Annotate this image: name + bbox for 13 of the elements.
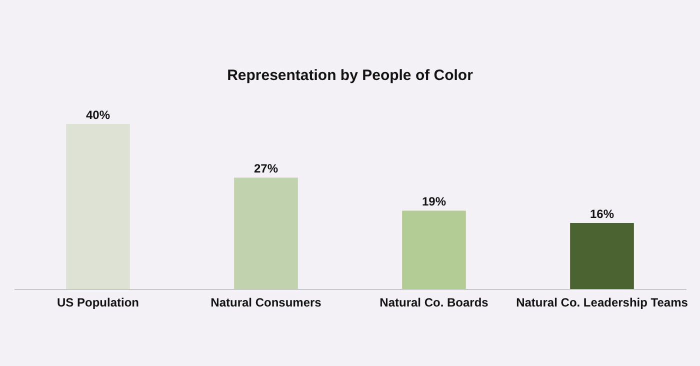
data-label: 40% bbox=[86, 108, 110, 122]
x-tick-label: Natural Co. Leadership Teams bbox=[516, 296, 688, 310]
data-label: 27% bbox=[254, 162, 278, 176]
data-label: 16% bbox=[590, 207, 614, 221]
bar bbox=[234, 178, 298, 289]
x-tick-label: Natural Consumers bbox=[210, 296, 322, 310]
bar bbox=[402, 210, 466, 289]
data-label: 19% bbox=[422, 194, 446, 209]
x-tick-label: US Population bbox=[57, 296, 139, 310]
bar bbox=[66, 124, 130, 289]
chart-title: Representation by People of Color bbox=[227, 67, 474, 84]
bar bbox=[570, 223, 634, 289]
x-tick-label: Natural Co. Boards bbox=[380, 296, 489, 310]
